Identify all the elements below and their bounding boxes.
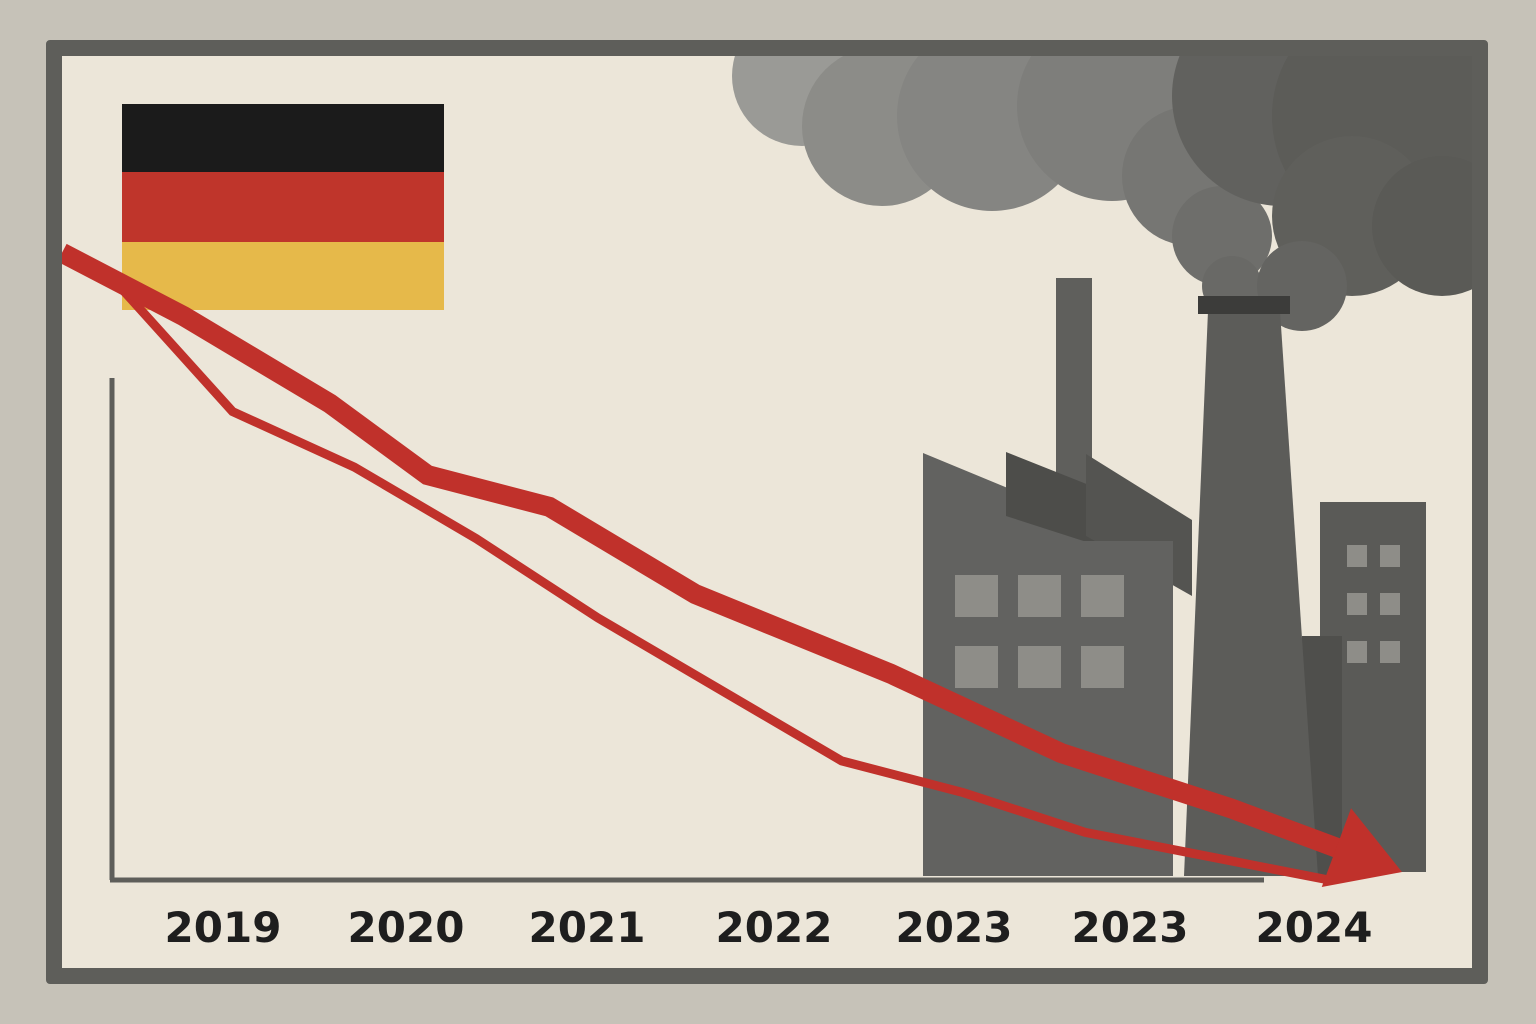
chart-frame: 2019 2020 2021 2022 2023 2023 2024 [46, 40, 1488, 984]
series-2-line [107, 273, 1330, 885]
series-layer [62, 243, 1402, 887]
x-tick-label: 2022 [716, 903, 833, 952]
x-tick-labels: 2019 2020 2021 2022 2023 2023 2024 [165, 903, 1373, 952]
x-tick-label: 2023 [896, 903, 1013, 952]
line-chart: 2019 2020 2021 2022 2023 2023 2024 [62, 56, 1472, 952]
chart-axes [109, 378, 1264, 883]
series-1-line [62, 243, 1359, 864]
smoke-cloud-icon [732, 56, 1472, 331]
x-tick-label: 2020 [348, 903, 465, 952]
x-tick-label: 2019 [165, 903, 282, 952]
x-tick-label: 2021 [529, 903, 646, 952]
x-tick-label: 2023 [1072, 903, 1189, 952]
germany-flag-icon [122, 104, 444, 310]
series-1-arrowhead [1321, 808, 1402, 887]
x-tick-label: 2024 [1256, 903, 1373, 952]
